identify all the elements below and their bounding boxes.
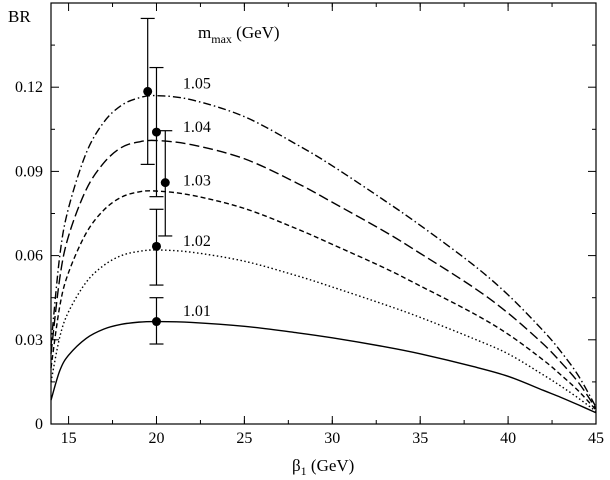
data-point-3 (151, 127, 161, 137)
x-axis-title-unit: (GeV) (307, 456, 355, 475)
data-point-4 (143, 86, 153, 96)
x-tick-label-4: 35 (412, 430, 428, 447)
y-axis-title: BR (8, 7, 31, 26)
y-tick-label-2: 0.06 (15, 248, 43, 265)
y-tick-label-0: 0 (35, 416, 43, 433)
legend-title-unit: (GeV) (232, 23, 280, 42)
curve-label-1: 1.02 (183, 233, 211, 250)
legend-title: mmax (GeV) (198, 23, 280, 46)
x-tick-label-5: 40 (500, 430, 516, 447)
axis-ticks: 15 20 25 30 35 40 45 0 0.03 0.06 0.09 0.12 (15, 3, 604, 447)
data-point-1 (151, 241, 161, 251)
legend-title-symbol: m (198, 23, 211, 42)
y-tick-label-4: 0.12 (15, 79, 43, 96)
x-tick-label-3: 30 (324, 430, 340, 447)
x-axis-title-symbol: β (292, 456, 301, 475)
curve-labels: 1.01 1.02 1.03 1.04 1.05 (183, 76, 211, 320)
y-tick-label-3: 0.09 (15, 163, 43, 180)
data-points-with-errors (140, 17, 173, 345)
series-line-1-04 (50, 139, 597, 409)
x-tick-label-2: 25 (236, 430, 252, 447)
curve-label-3: 1.04 (183, 119, 211, 136)
curve-label-4: 1.05 (183, 76, 211, 93)
curve-label-0: 1.01 (183, 303, 211, 320)
plot-frame (50, 2, 597, 425)
legend-title-subscript: max (211, 32, 232, 46)
x-axis-title: β1 (GeV) (292, 456, 354, 478)
x-tick-label-0: 15 (61, 430, 77, 447)
x-axis-title-subscript: 1 (301, 464, 307, 478)
series-line-1-05 (50, 94, 597, 408)
series-curves (50, 94, 597, 414)
series-line-1-01 (50, 320, 597, 414)
y-tick-label-1: 0.03 (15, 332, 43, 349)
data-point-0 (151, 317, 161, 327)
series-line-1-02 (50, 249, 597, 412)
curve-label-2: 1.03 (183, 172, 211, 189)
x-tick-label-1: 20 (148, 430, 164, 447)
x-tick-label-6: 45 (588, 430, 604, 447)
data-point-2 (160, 178, 170, 188)
series-line-1-03 (50, 190, 597, 411)
